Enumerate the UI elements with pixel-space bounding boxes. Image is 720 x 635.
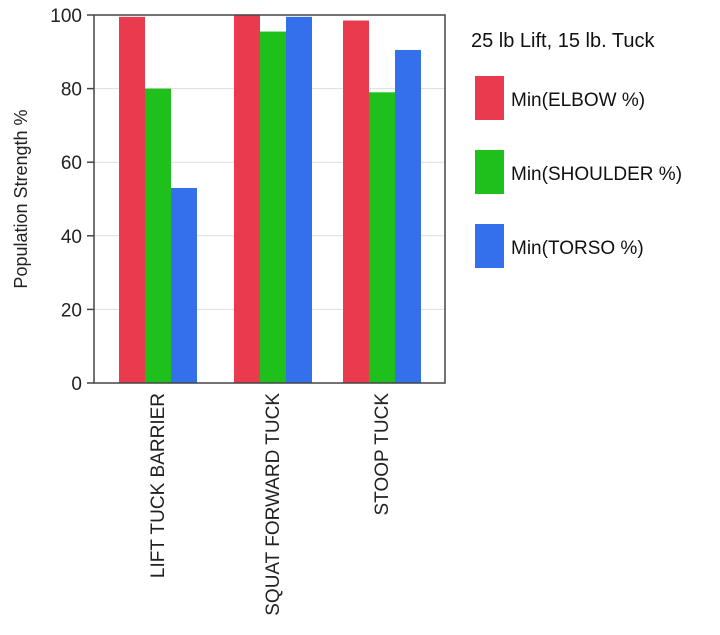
- x-category-label: STOOP TUCK: [372, 393, 393, 516]
- bar-min-elbow-0: [119, 16, 145, 384]
- bar-min-elbow-2: [343, 20, 369, 384]
- y-tick-label: 60: [61, 153, 82, 174]
- bar-min-torso-0: [171, 187, 197, 383]
- bar-min-shoulder-0: [145, 88, 171, 383]
- y-tick-label: 100: [50, 6, 82, 27]
- y-tick-label: 0: [71, 374, 82, 395]
- legend-title: 25 lb Lift, 15 lb. Tuck: [471, 30, 655, 52]
- bar-min-shoulder-1: [260, 31, 286, 384]
- bars: [119, 15, 421, 384]
- legend: Min(ELBOW %) Min(SHOULDER %) Min(TORSO %): [475, 76, 682, 268]
- y-tick-label: 40: [61, 227, 82, 248]
- bar-min-torso-2: [395, 49, 421, 384]
- legend-swatch: [475, 224, 504, 268]
- legend-swatch: [475, 150, 504, 194]
- x-axis-categories: LIFT TUCK BARRIER SQUAT FORWARD TUCK STOOP…: [148, 393, 393, 616]
- y-tick-label: 20: [61, 300, 82, 321]
- bar-min-elbow-1: [234, 15, 260, 383]
- legend-swatch: [475, 76, 504, 120]
- bar-min-torso-1: [286, 16, 312, 384]
- y-axis-ticks: 0 20 40 60 80 100: [50, 6, 94, 395]
- legend-label: Min(ELBOW %): [511, 90, 645, 111]
- x-category-label: LIFT TUCK BARRIER: [148, 393, 169, 578]
- legend-label: Min(TORSO %): [511, 238, 644, 259]
- x-category-label: SQUAT FORWARD TUCK: [263, 393, 284, 616]
- legend-label: Min(SHOULDER %): [511, 164, 682, 185]
- bar-min-shoulder-2: [369, 92, 395, 383]
- y-axis-title: Population Strength %: [11, 109, 31, 288]
- y-tick-label: 80: [61, 80, 82, 101]
- plot-frame: [93, 14, 446, 384]
